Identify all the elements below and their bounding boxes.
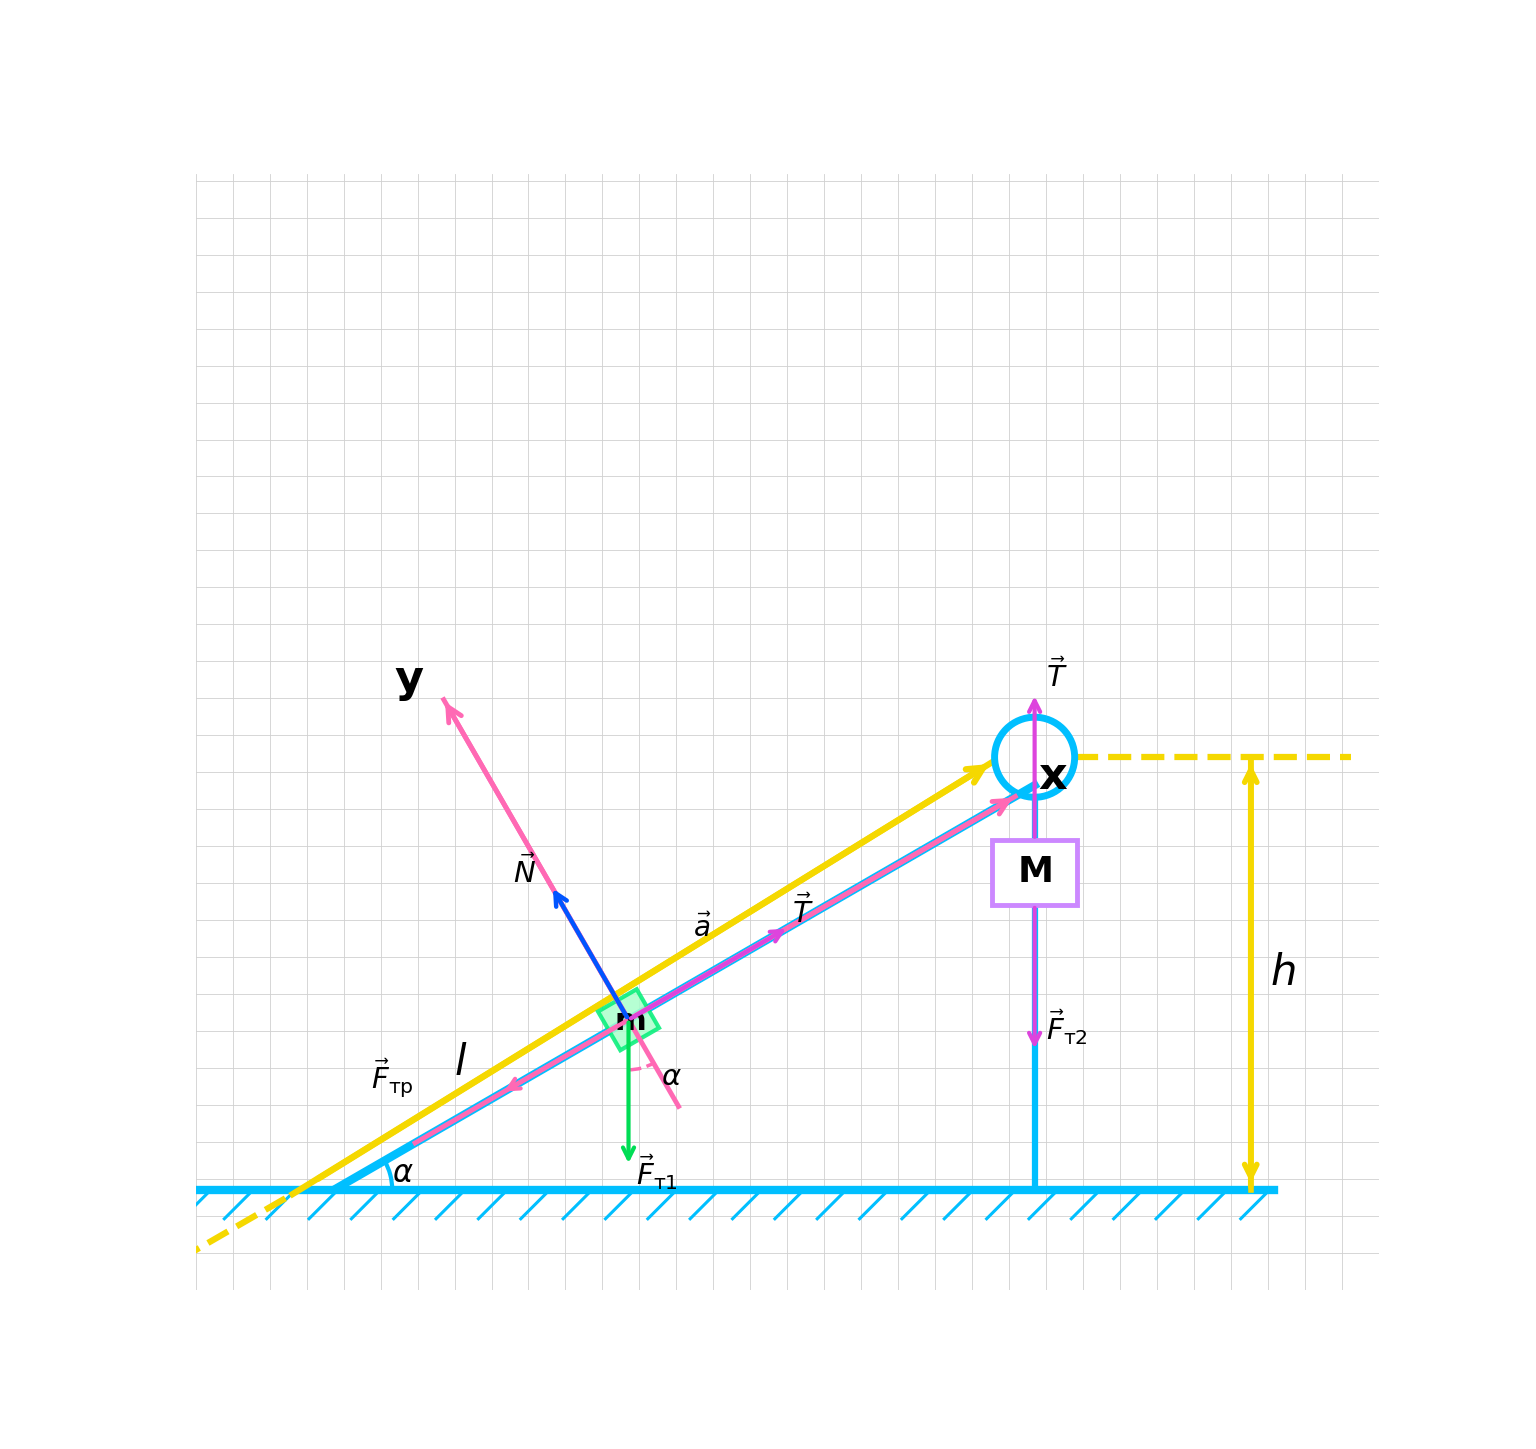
Text: $\alpha$: $\alpha$ <box>392 1159 413 1188</box>
Text: $\vec{F}_{\rm тр}$: $\vec{F}_{\rm тр}$ <box>370 1056 413 1100</box>
Text: $\mathbf{x}$: $\mathbf{x}$ <box>1038 755 1069 798</box>
Text: $\vec{F}_{\rm т2}$: $\vec{F}_{\rm т2}$ <box>1046 1007 1087 1046</box>
Text: $\vec{N}$: $\vec{N}$ <box>513 853 536 888</box>
Text: $l$: $l$ <box>453 1042 467 1084</box>
Text: $\vec{T}$: $\vec{T}$ <box>793 895 814 929</box>
Text: $\mathbf{M}$: $\mathbf{M}$ <box>1017 855 1052 890</box>
Polygon shape <box>598 990 659 1051</box>
Text: $h$: $h$ <box>1270 952 1295 994</box>
Text: $\mathbf{m}$: $\mathbf{m}$ <box>614 1006 645 1037</box>
Text: $\mathbf{y}$: $\mathbf{y}$ <box>393 659 424 703</box>
Text: $\vec{T}$: $\vec{T}$ <box>1046 659 1068 693</box>
Text: $\alpha$: $\alpha$ <box>660 1064 682 1091</box>
Text: $\vec{F}_{\rm т1}$: $\vec{F}_{\rm т1}$ <box>636 1153 677 1193</box>
Text: $\vec{a}$: $\vec{a}$ <box>693 913 711 942</box>
Bar <box>992 839 1077 906</box>
